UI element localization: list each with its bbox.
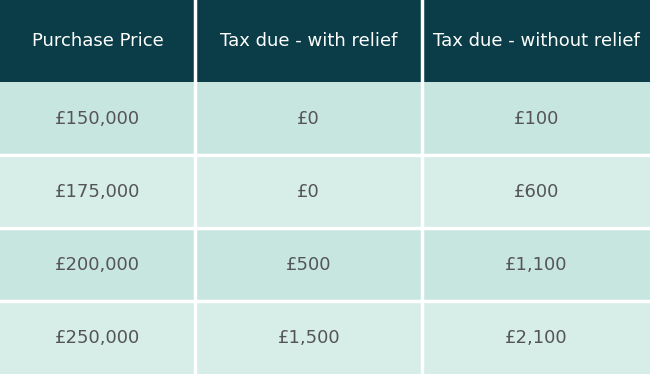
Bar xyxy=(422,82,650,155)
Bar xyxy=(422,155,650,228)
Bar xyxy=(195,301,422,374)
Text: £2,100: £2,100 xyxy=(505,328,567,347)
Bar xyxy=(195,155,422,228)
Text: £600: £600 xyxy=(514,183,559,201)
Bar xyxy=(195,228,422,301)
Bar xyxy=(422,228,650,301)
Text: £250,000: £250,000 xyxy=(55,328,140,347)
Bar xyxy=(0,82,195,155)
Bar xyxy=(195,0,422,82)
Bar xyxy=(0,0,195,82)
Text: £150,000: £150,000 xyxy=(55,110,140,128)
Text: £1,500: £1,500 xyxy=(278,328,340,347)
Bar xyxy=(0,228,195,301)
Text: Tax due - with relief: Tax due - with relief xyxy=(220,32,397,50)
Bar xyxy=(422,0,650,82)
Bar xyxy=(0,155,195,228)
Text: £0: £0 xyxy=(298,183,320,201)
Bar xyxy=(0,301,195,374)
Text: £100: £100 xyxy=(514,110,559,128)
Text: £1,100: £1,100 xyxy=(505,255,567,274)
Text: Purchase Price: Purchase Price xyxy=(32,32,163,50)
Text: £0: £0 xyxy=(298,110,320,128)
Text: £175,000: £175,000 xyxy=(55,183,140,201)
Text: £200,000: £200,000 xyxy=(55,255,140,274)
Bar xyxy=(195,82,422,155)
Bar xyxy=(422,301,650,374)
Text: Tax due - without relief: Tax due - without relief xyxy=(433,32,640,50)
Text: £500: £500 xyxy=(286,255,332,274)
